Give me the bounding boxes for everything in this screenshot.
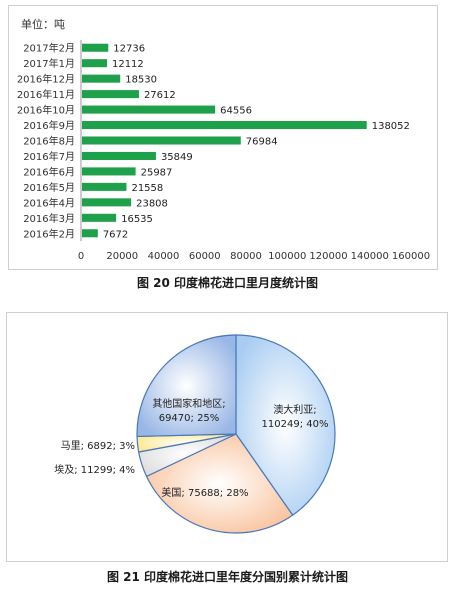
label-usa: 美国; 75688; 28% (161, 486, 248, 499)
bar (82, 59, 107, 68)
bar (82, 213, 117, 222)
bar (82, 43, 109, 52)
bar-chart-caption: 图 20 印度棉花进口里月度统计图 (136, 276, 319, 290)
x-tick-label: 160000 (392, 251, 430, 262)
label-other-value: 69470; 25% (159, 413, 220, 424)
category-label: 2016年9月 (23, 119, 75, 132)
x-tick-label: 140000 (351, 251, 389, 262)
slice-other (136, 334, 237, 438)
category-label: 2017年1月 (23, 57, 75, 70)
x-tick-label: 100000 (268, 251, 306, 262)
bar (82, 90, 139, 99)
slice-usa (145, 433, 294, 534)
bar (82, 136, 241, 145)
category-label: 2017年2月 (23, 42, 75, 55)
x-tick-label: 120000 (309, 251, 347, 262)
bar-chart: 2017年2月 12736 2017年1月 12112 2016年12月 18530 201… (17, 40, 430, 262)
category-label: 2016年2月 (23, 227, 75, 240)
data-label: 27612 (144, 90, 176, 101)
data-label: 64556 (220, 106, 252, 117)
pie-chart-caption: 图 21 印度棉花进口里年度分国别累计统计图 (106, 570, 349, 584)
label-other: 其他国家和地区; (152, 397, 225, 410)
label-australia: 澳大利亚; (273, 403, 316, 416)
bar (82, 105, 216, 114)
category-label: 2016年7月 (23, 150, 75, 163)
data-label: 76984 (246, 137, 278, 148)
label-australia-value: 110249; 40% (262, 419, 329, 430)
slice-australia (235, 334, 336, 516)
pie-chart-panel: 澳大利亚; 110249; 40% 美国; 75688; 28% 埃及; 11299;… (6, 312, 448, 562)
category-label: 2016年10月 (17, 104, 75, 117)
bar (82, 74, 121, 83)
category-label: 2016年5月 (23, 181, 75, 194)
x-tick-label: 20000 (106, 251, 138, 262)
unit-label: 单位：吨 (21, 18, 65, 31)
x-tick-label: 80000 (230, 251, 262, 262)
bar (82, 121, 367, 130)
bar (82, 182, 127, 191)
data-label: 16535 (121, 214, 153, 225)
data-label: 7672 (103, 229, 128, 240)
x-tick-label: 60000 (189, 251, 221, 262)
category-label: 2016年12月 (17, 73, 75, 86)
label-mali: 马里; 6892; 3% (61, 440, 135, 452)
bar-chart-panel: 单位：吨 2017年2月 12736 2017年1月 12112 2016年12月 185… (8, 5, 438, 270)
data-label: 138052 (372, 121, 410, 132)
pie-chart: 澳大利亚; 110249; 40% 美国; 75688; 28% 埃及; 11299;… (54, 334, 336, 534)
x-tick-label: 0 (78, 251, 84, 262)
bar (82, 229, 98, 238)
x-tick-label: 40000 (148, 251, 180, 262)
data-label: 12112 (112, 59, 144, 70)
category-label: 2016年8月 (23, 135, 75, 148)
category-label: 2016年11月 (17, 88, 75, 101)
category-label: 2016年4月 (23, 196, 75, 209)
data-label: 21558 (131, 183, 163, 194)
category-label: 2016年6月 (23, 165, 75, 178)
bar (82, 198, 132, 207)
data-label: 12736 (113, 44, 145, 55)
bar (82, 167, 136, 176)
category-label: 2016年3月 (23, 212, 75, 225)
data-label: 23808 (136, 198, 168, 209)
bar (82, 151, 156, 160)
data-label: 25987 (141, 167, 173, 178)
data-label: 35849 (161, 152, 193, 163)
label-egypt: 埃及; 11299; 4% (54, 463, 135, 476)
data-label: 18530 (125, 75, 157, 86)
